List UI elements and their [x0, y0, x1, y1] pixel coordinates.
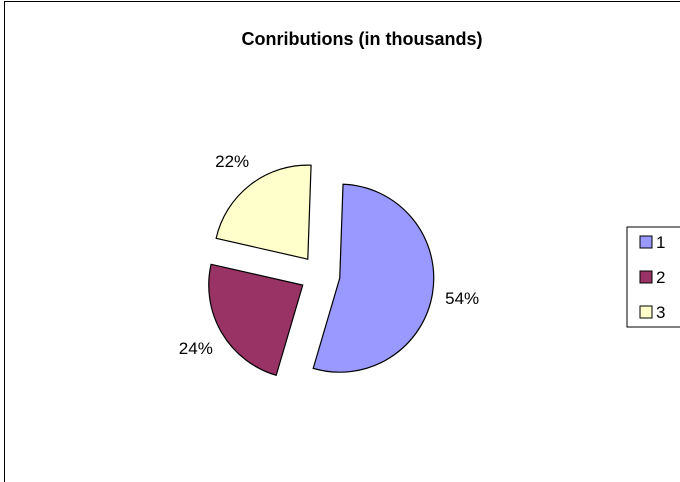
chart-title: Conributions (in thousands) [242, 29, 483, 49]
data-label-3: 22% [215, 152, 249, 171]
legend-swatch-2 [639, 270, 653, 284]
data-labels: 54% 24% 22% [179, 152, 479, 358]
data-label-1: 54% [445, 289, 479, 308]
legend-label-3: 3 [656, 303, 665, 322]
legend-label-2: 2 [656, 268, 665, 287]
legend-label-1: 1 [656, 233, 665, 252]
data-label-2: 24% [179, 339, 213, 358]
pie-slices [208, 164, 435, 377]
legend-swatch-3 [639, 305, 653, 319]
pie-slice-2 [208, 263, 304, 377]
legend-box [626, 226, 680, 328]
chart-area [4, 1, 680, 482]
pie-slice-1 [312, 183, 435, 373]
pie-slice-3 [215, 164, 312, 260]
legend-swatch-1 [639, 235, 653, 249]
legend: 1 2 3 [626, 226, 680, 328]
